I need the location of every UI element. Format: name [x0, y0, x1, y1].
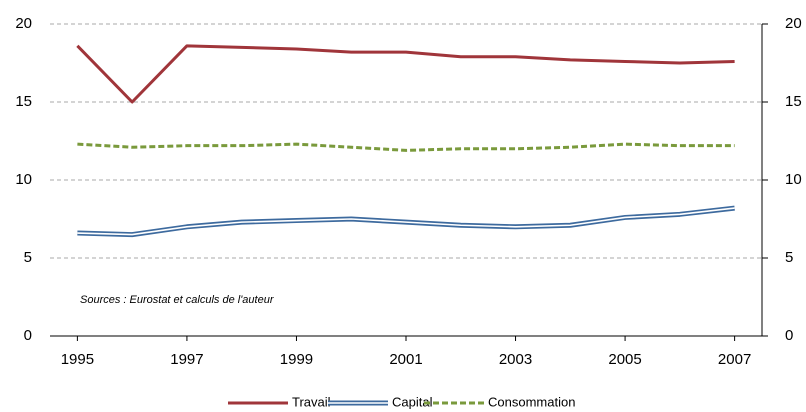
y-tick-label: 5: [24, 249, 32, 266]
y-tick-label: 10: [15, 171, 32, 188]
annotation: Sources : Eurostat et calculs de l'auteu…: [80, 294, 275, 306]
y-tick-label: 0: [24, 327, 32, 344]
y-tick-label: 15: [15, 93, 32, 110]
y2-tick-label: 15: [785, 93, 802, 110]
x-tick-label: 2005: [608, 351, 641, 368]
y2-tick-label: 5: [785, 249, 793, 266]
y-tick-label: 20: [15, 15, 32, 32]
legend-label: Travail: [292, 394, 331, 409]
x-tick-label: 1997: [170, 351, 203, 368]
y2-tick-label: 20: [785, 15, 802, 32]
x-tick-label: 1999: [280, 351, 313, 368]
series-line: [76, 44, 735, 104]
series-line-inner: [77, 207, 735, 236]
x-tick-label: 2001: [389, 351, 422, 368]
y2-tick-label: 10: [785, 171, 802, 188]
series-line: [77, 142, 735, 152]
x-tick-label: 2007: [718, 351, 751, 368]
y2-tick-label: 0: [785, 327, 793, 344]
legend-label: Capital: [392, 394, 433, 409]
legend-label: Consommation: [488, 394, 575, 409]
x-tick-label: 1995: [61, 351, 94, 368]
x-tick-label: 2003: [499, 351, 532, 368]
